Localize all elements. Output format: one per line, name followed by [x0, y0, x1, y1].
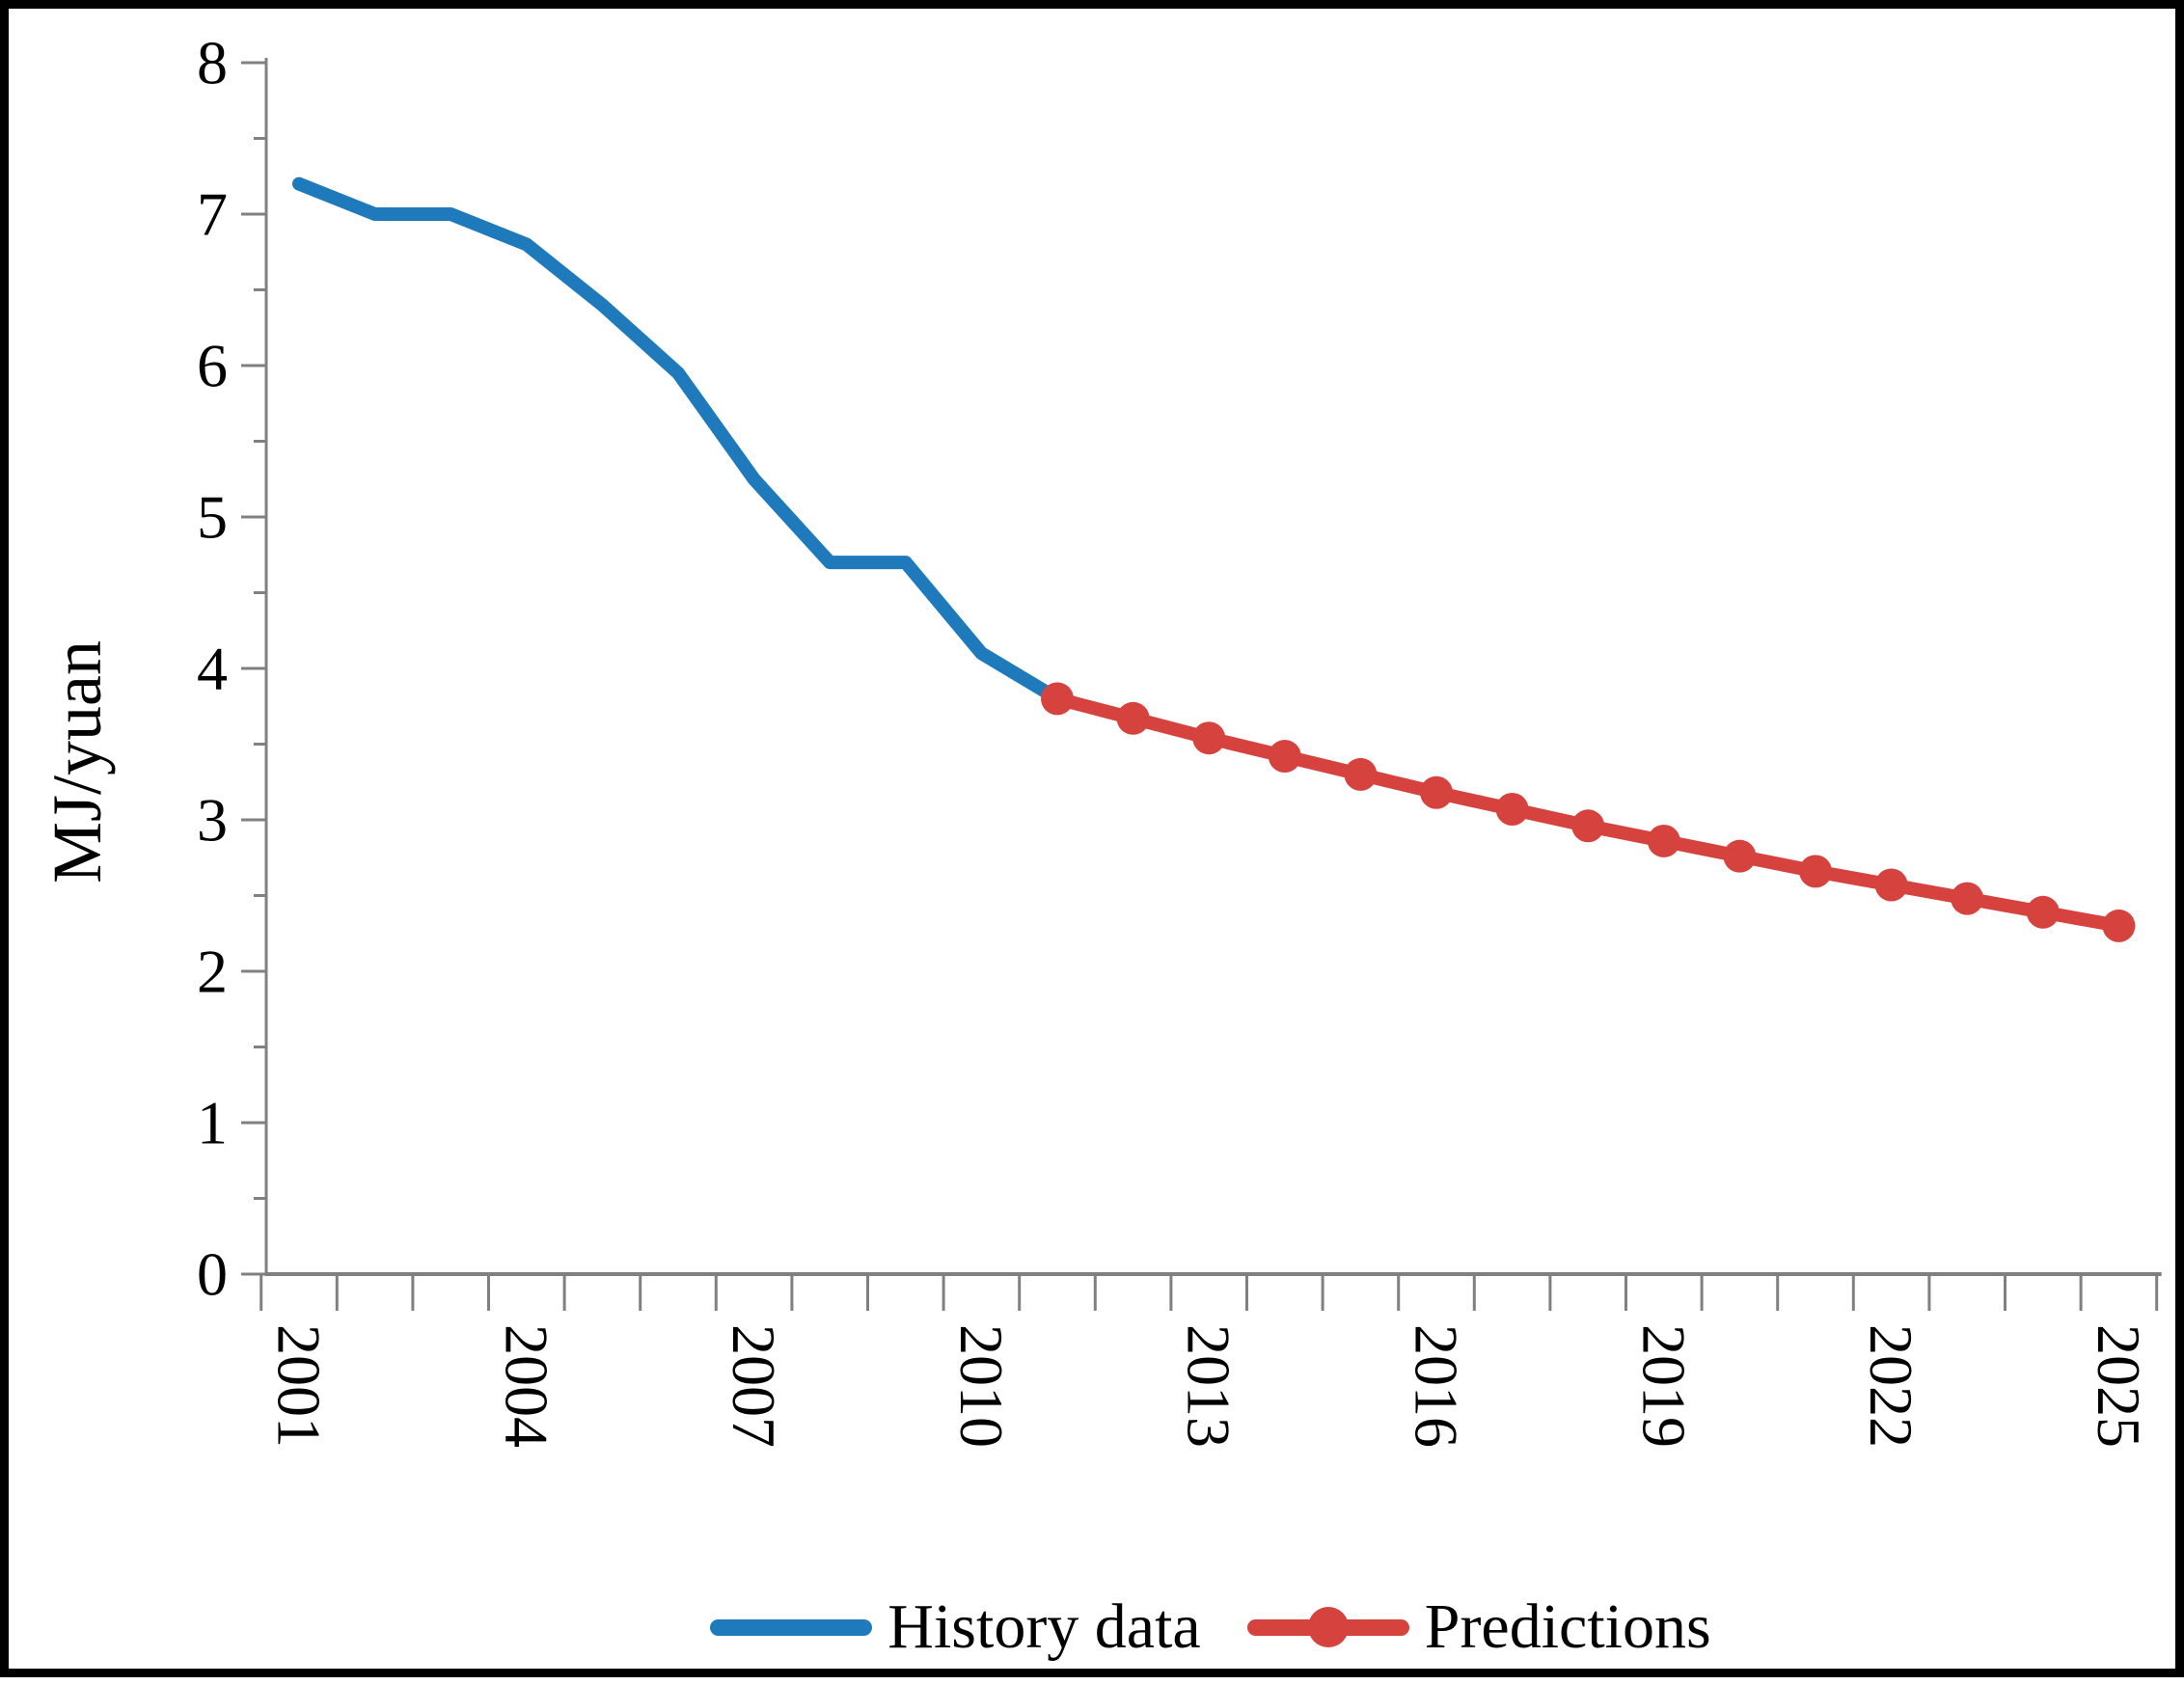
prediction-point-marker [1420, 775, 1453, 809]
prediction-point-marker [1268, 740, 1301, 774]
prediction-point-marker [2102, 909, 2136, 942]
prediction-point-marker [1344, 757, 1378, 791]
y-tick-label: 0 [197, 1240, 228, 1309]
x-year-label: 2010 [947, 1324, 1016, 1448]
chart-legend: History data Predictions [275, 1569, 2146, 1685]
y-axis-title: MJ/yuan [39, 640, 116, 883]
predictions-marker-dot [1307, 1607, 1349, 1647]
x-year-label: 2013 [1175, 1324, 1243, 1448]
predictions-line-swatch [1246, 1607, 1409, 1647]
y-tick-label: 2 [197, 938, 228, 1006]
axes-layer: 0 1 2 3 4 5 6 7 8 2001 2004 2007 2010 2013 2016 2019 202… [197, 29, 2162, 1448]
prediction-point-marker [1495, 793, 1529, 827]
prediction-point-marker [1951, 882, 1984, 915]
y-tick-label: 5 [197, 483, 228, 552]
prediction-point-marker [1041, 682, 1074, 716]
x-year-label: 2007 [720, 1324, 788, 1448]
legend-label-predictions: Predictions [1424, 1591, 1711, 1662]
x-year-label: 2004 [492, 1324, 560, 1448]
x-year-label: 2025 [2085, 1324, 2153, 1448]
prediction-point-marker [1874, 868, 1908, 902]
history-series-line [292, 177, 1064, 706]
prediction-point-marker [1647, 824, 1680, 857]
legend-label-history: History data [887, 1591, 1201, 1662]
history-line-swatch [710, 1618, 873, 1636]
line-chart-canvas: MJ/yuan 0 1 2 3 4 5 6 7 8 2001 2004 2007 2010 2013 201… [39, 29, 2162, 1448]
prediction-point-marker [1192, 721, 1226, 755]
y-tick-label: 4 [197, 635, 228, 703]
prediction-point-marker [1799, 855, 1832, 888]
y-tick-label: 6 [197, 332, 228, 400]
prediction-point-marker [2026, 895, 2060, 929]
series-layer [292, 177, 2136, 942]
x-year-label: 2022 [1857, 1324, 1925, 1448]
y-tick-label: 8 [197, 29, 228, 97]
y-tick-label: 3 [197, 786, 228, 855]
legend-item-history: History data [710, 1591, 1201, 1662]
y-tick-label: 1 [197, 1089, 228, 1157]
prediction-point-marker [1571, 809, 1605, 843]
prediction-point-marker [1116, 701, 1150, 735]
x-year-label: 2019 [1629, 1324, 1698, 1448]
prediction-point-marker [1723, 839, 1757, 873]
legend-item-predictions: Predictions [1246, 1591, 1711, 1662]
x-year-label: 2016 [1403, 1324, 1471, 1448]
x-year-label: 2001 [265, 1324, 334, 1448]
y-tick-label: 7 [197, 180, 228, 249]
